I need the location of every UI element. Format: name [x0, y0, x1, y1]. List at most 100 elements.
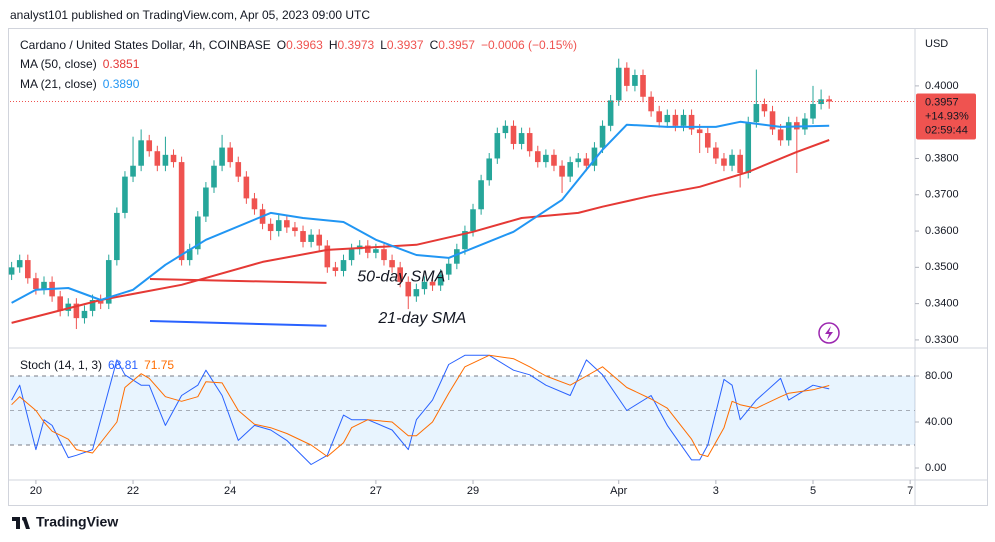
candle-body — [243, 176, 250, 199]
trend-line — [149, 278, 327, 284]
candle-body — [81, 310, 88, 319]
candle-body — [704, 133, 711, 148]
candle-body — [640, 75, 646, 97]
candle-body — [41, 281, 47, 290]
price-label: 0.3957 — [925, 96, 959, 108]
candle-body — [73, 303, 80, 319]
candle-body — [624, 67, 630, 86]
candle-body — [300, 231, 306, 242]
candle-body — [154, 151, 161, 166]
candle-body — [526, 133, 533, 152]
candle-body — [97, 300, 104, 304]
moving-average — [11, 120, 830, 304]
stoch-d: 71.75 — [144, 358, 174, 372]
candle-body — [16, 260, 23, 268]
candle-body — [510, 125, 517, 144]
candle-body — [518, 133, 525, 144]
candle-body — [713, 147, 719, 159]
candle-body — [777, 129, 784, 141]
alert-icon[interactable] — [818, 322, 840, 344]
candle-body — [462, 231, 468, 250]
o-letter: O — [277, 38, 286, 52]
candle-body — [607, 100, 614, 126]
stoch-tick-label: 40.00 — [925, 416, 953, 428]
candle-body — [194, 216, 201, 250]
candle-body — [130, 165, 136, 177]
candle-body — [656, 111, 663, 123]
brand: TradingView — [36, 514, 118, 530]
ma21-value: 0.3890 — [103, 77, 140, 91]
candle-body — [8, 267, 15, 275]
candle-body — [25, 260, 31, 279]
candle-body — [397, 267, 403, 282]
y-tick-label: 0.3500 — [925, 261, 959, 273]
candle-body — [745, 122, 752, 173]
candle-body — [316, 234, 323, 246]
x-tick-label: 5 — [810, 485, 816, 497]
l-value: 0.3937 — [387, 38, 424, 52]
c-letter: C — [430, 38, 439, 52]
candle-body — [632, 75, 638, 86]
candle-body — [615, 67, 622, 101]
currency: USD — [925, 38, 948, 50]
candle-body — [275, 220, 282, 232]
y-tick-label: 0.3800 — [925, 152, 959, 164]
x-tick-label: 27 — [370, 485, 382, 497]
candle-body — [810, 104, 816, 119]
candle-body — [567, 162, 573, 177]
y-tick-label: 0.4000 — [925, 80, 959, 92]
candle-body — [405, 281, 412, 297]
candle-body — [227, 147, 233, 163]
candle-body — [688, 114, 695, 130]
x-tick-label: 20 — [30, 485, 42, 497]
candle-body — [332, 267, 339, 271]
candle-body — [802, 118, 808, 130]
candle-body — [583, 158, 590, 166]
candle-body — [340, 260, 347, 271]
candle-body — [381, 249, 387, 261]
stoch-tick-label: 0.00 — [925, 462, 946, 474]
frame — [8, 28, 988, 506]
plot: 0.3300 0.3400 0.3500 0.3600 0.3700 0.3800 0.40… — [8, 58, 976, 497]
o-value: 0.3963 — [286, 38, 323, 52]
candle-body — [591, 147, 598, 166]
candle-body — [308, 234, 314, 242]
candle-body — [122, 176, 128, 213]
x-tick-label: 29 — [467, 485, 479, 497]
candle-body — [170, 154, 177, 163]
candle-body — [348, 249, 355, 261]
candle-body — [178, 162, 185, 261]
legend: Cardano / United States Dollar, 4h, COIN… — [20, 38, 577, 52]
candle-body — [364, 245, 371, 253]
candle-body — [721, 158, 727, 166]
annotation: 21-day SMA — [377, 310, 466, 327]
candle-body — [284, 220, 290, 228]
l-letter: L — [380, 38, 387, 52]
ma50-legend: MA (50, close) 0.3851 — [20, 57, 140, 71]
x-tick-label: 24 — [224, 485, 236, 497]
candle-body — [203, 187, 209, 217]
ma21-name: MA (21, close) — [20, 77, 97, 91]
candle-body — [267, 223, 274, 232]
candle-body — [138, 140, 144, 166]
candle-body — [251, 198, 258, 210]
candle-body — [162, 154, 169, 166]
alert-bolt — [825, 326, 833, 340]
countdown: 02:59:44 — [925, 124, 968, 136]
candle-body — [599, 125, 606, 148]
candle-body — [429, 281, 436, 286]
candle-body — [785, 122, 792, 141]
candle-body — [413, 289, 420, 297]
candle-body — [57, 296, 63, 311]
stoch-k: 68.81 — [108, 358, 138, 372]
candle-body — [494, 133, 501, 159]
candle-body — [470, 209, 476, 232]
candle-body — [672, 114, 679, 126]
candle-body — [648, 96, 654, 112]
candle-body — [89, 300, 96, 311]
symbol: Cardano / United States Dollar, 4h, COIN… — [20, 38, 271, 52]
candle-body — [219, 147, 225, 166]
c-value: 0.3957 — [438, 38, 475, 52]
candle-body — [737, 154, 743, 173]
candle-body — [445, 263, 452, 275]
